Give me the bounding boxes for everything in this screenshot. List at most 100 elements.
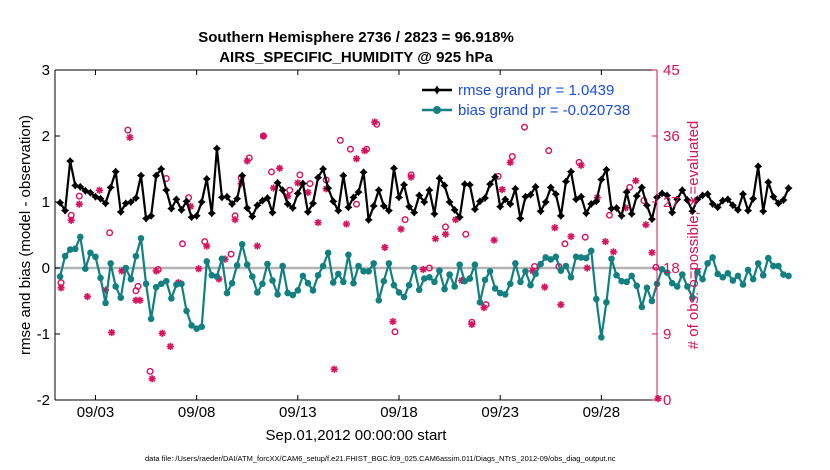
rmse-marker — [728, 201, 737, 210]
rmse-marker — [400, 180, 409, 189]
obs-evaluated-stroke — [96, 187, 103, 194]
bias-marker — [542, 254, 550, 261]
bias-marker — [714, 270, 722, 278]
obs-evaluated-stroke — [507, 159, 514, 166]
obs-evaluated-stroke — [442, 231, 449, 238]
bias-marker — [587, 247, 595, 255]
rmse-marker — [683, 196, 692, 205]
bias-marker — [213, 273, 221, 280]
obs-evaluated-marker — [648, 249, 656, 257]
bias-marker — [694, 268, 701, 276]
bias-marker — [512, 260, 519, 267]
obs-evaluated-stroke — [108, 329, 115, 336]
obs-evaluated-marker — [276, 164, 284, 172]
legend-rmse-marker — [432, 85, 442, 95]
bias-marker — [420, 275, 428, 282]
obs-possible-marker — [462, 230, 470, 238]
obs-evaluated-stroke — [468, 321, 476, 328]
rmse-marker — [582, 209, 591, 218]
obs-evaluated-marker — [166, 342, 174, 351]
bias-marker — [724, 269, 732, 277]
rmse-marker — [121, 199, 130, 208]
rmse-marker — [440, 181, 449, 190]
bias-marker — [775, 262, 782, 270]
obs-evaluated-marker — [407, 173, 415, 181]
obs-evaluated-stroke — [353, 155, 360, 162]
rmse-marker — [511, 184, 520, 193]
rmse-marker — [339, 171, 348, 180]
obs-evaluated-stroke — [254, 242, 261, 250]
obs-evaluated-marker — [541, 283, 549, 291]
bias-marker — [340, 278, 347, 286]
rmse-marker — [303, 207, 312, 216]
bias-marker — [466, 275, 474, 282]
rmse-marker — [526, 190, 535, 199]
obs-evaluated-stroke — [304, 189, 312, 196]
rmse-marker — [521, 192, 530, 201]
legend-rmse-label: rmse grand pr = 1.0439 — [458, 82, 614, 99]
bias-marker — [754, 260, 762, 267]
rmse-marker — [561, 177, 570, 186]
rmse-marker — [389, 164, 398, 173]
bias-marker — [162, 277, 170, 285]
bias-marker — [279, 262, 286, 270]
bias-marker — [76, 233, 84, 241]
obs-evaluated-marker — [231, 216, 239, 224]
obs-evaluated-marker — [342, 220, 350, 228]
bias-marker — [532, 270, 539, 278]
bias-marker — [476, 299, 484, 306]
chart-title: Southern Hemisphere 2736 / 2823 = 96.918… — [198, 29, 514, 46]
bias-marker — [628, 272, 636, 280]
rmse-marker — [658, 189, 667, 198]
bias-marker — [289, 291, 297, 299]
obs-evaluated-marker — [419, 265, 427, 274]
bias-marker — [471, 261, 479, 269]
bias-marker — [623, 278, 630, 286]
obs-evaluated-stroke — [84, 293, 91, 300]
bias-marker — [592, 295, 600, 303]
bias-marker — [481, 276, 489, 284]
bias-marker — [238, 240, 246, 248]
rmse-marker — [450, 205, 459, 214]
obs-evaluated-stroke — [642, 221, 650, 228]
obs-possible-marker — [296, 171, 304, 179]
obs-evaluated-marker — [480, 304, 488, 312]
bias-marker — [137, 235, 145, 242]
y-tick-label: -1 — [37, 326, 50, 343]
obs-evaluated-marker — [136, 296, 144, 304]
data-file-footnote: data file: /Users/raeder/DAI/ATM_forcXX/… — [145, 454, 616, 463]
obs-evaluated-marker — [506, 158, 514, 166]
bias-marker — [395, 289, 403, 296]
obs-possible-marker — [561, 240, 569, 248]
rmse-marker — [263, 194, 272, 203]
bias-marker — [608, 255, 615, 263]
rmse-marker — [739, 190, 747, 199]
rmse-marker — [592, 197, 601, 206]
bias-marker — [56, 273, 64, 280]
y-tick-label: 1 — [42, 194, 50, 211]
obs-evaluated-stroke — [632, 177, 639, 184]
rmse-marker — [546, 183, 555, 192]
bias-marker — [704, 260, 711, 267]
rmse-marker — [688, 207, 697, 216]
rmse-marker — [314, 173, 323, 182]
bias-marker — [233, 262, 241, 269]
bias-marker — [309, 287, 317, 294]
rmse-marker — [764, 178, 773, 187]
rmse-marker — [460, 180, 469, 189]
rmse-marker — [759, 207, 768, 216]
obs-evaluated-stroke — [499, 186, 506, 193]
bias-marker — [486, 268, 494, 275]
rmse-marker — [162, 186, 171, 195]
bias-marker — [648, 297, 656, 305]
bias-marker — [537, 260, 544, 268]
bias-marker — [168, 295, 175, 302]
bias-marker — [562, 262, 570, 270]
rmse-marker — [607, 204, 616, 213]
rmse-marker — [637, 183, 646, 192]
obs-evaluated-marker — [557, 301, 565, 309]
obs-evaluated-stroke — [480, 304, 488, 311]
bias-marker — [426, 273, 433, 281]
y-tick-label: 3 — [42, 62, 50, 79]
obs-evaluated-marker — [371, 118, 379, 126]
